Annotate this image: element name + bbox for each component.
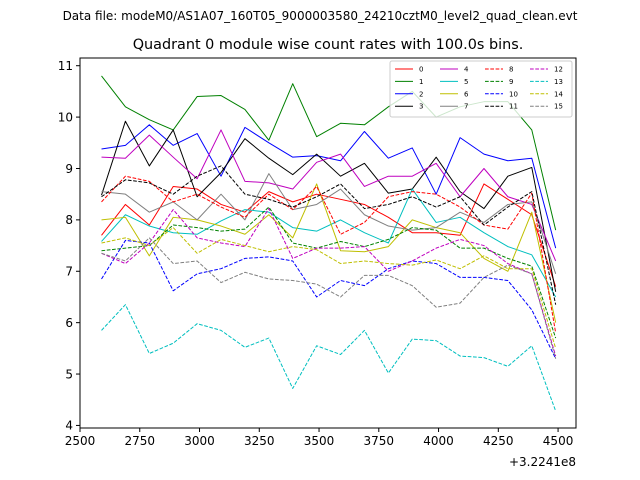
legend-label-15: 15 bbox=[554, 103, 563, 111]
y-tick-label: 4 bbox=[65, 419, 73, 433]
x-tick-label: 2750 bbox=[124, 434, 155, 448]
x-tick-label: 4000 bbox=[423, 434, 454, 448]
x-tick-label: 3750 bbox=[364, 434, 395, 448]
legend-label-6: 6 bbox=[464, 90, 469, 98]
series-line-10 bbox=[101, 239, 557, 359]
y-tick-label: 8 bbox=[65, 213, 73, 227]
x-tick-label: 3500 bbox=[304, 434, 335, 448]
series-line-4 bbox=[101, 129, 557, 262]
figure-suptitle: Data file: modeM0/AS1A07_160T05_90000035… bbox=[63, 9, 578, 23]
y-tick-label: 9 bbox=[65, 162, 73, 176]
axes-frame bbox=[79, 57, 577, 429]
chart-title: Quadrant 0 module wise count rates with … bbox=[133, 37, 524, 53]
y-tick-label: 6 bbox=[65, 316, 73, 330]
legend-label-3: 3 bbox=[419, 103, 423, 111]
series-line-8 bbox=[101, 175, 557, 334]
x-tick-label: 4250 bbox=[483, 434, 514, 448]
series-line-13 bbox=[101, 304, 557, 412]
y-tick-label: 11 bbox=[58, 59, 73, 73]
series-layer bbox=[101, 75, 557, 412]
x-tick-label: 3000 bbox=[184, 434, 215, 448]
legend-label-2: 2 bbox=[419, 90, 423, 98]
x-tick-label: 4500 bbox=[543, 434, 574, 448]
legend-label-13: 13 bbox=[554, 78, 563, 86]
series-line-6 bbox=[101, 183, 557, 323]
y-axis: 4 5 6 7 8 9 10 11 bbox=[58, 59, 80, 433]
legend-label-12: 12 bbox=[554, 66, 563, 74]
series-line-5 bbox=[101, 188, 557, 298]
x-axis: 2500 2750 3000 3250 3500 3750 4000 4250 4500 bbox=[65, 428, 574, 448]
series-line-11 bbox=[101, 165, 557, 305]
legend-label-11: 11 bbox=[509, 103, 518, 111]
legend-label-9: 9 bbox=[509, 78, 513, 86]
legend-label-1: 1 bbox=[419, 78, 423, 86]
legend-label-10: 10 bbox=[509, 90, 518, 98]
y-tick-label: 7 bbox=[65, 265, 73, 279]
legend-label-0: 0 bbox=[419, 66, 423, 74]
legend-label-14: 14 bbox=[554, 90, 563, 98]
series-line-9 bbox=[101, 206, 557, 339]
x-tick-label: 3250 bbox=[244, 434, 275, 448]
series-line-15 bbox=[101, 237, 557, 359]
x-axis-offset-label: +3.2241e8 bbox=[509, 455, 576, 469]
series-line-14 bbox=[101, 227, 557, 349]
y-tick-label: 5 bbox=[65, 367, 73, 381]
series-line-3 bbox=[101, 120, 557, 292]
x-tick-label: 2500 bbox=[65, 434, 96, 448]
legend-label-7: 7 bbox=[464, 103, 468, 111]
y-tick-label: 10 bbox=[58, 110, 73, 124]
legend-label-5: 5 bbox=[464, 78, 468, 86]
legend-label-4: 4 bbox=[464, 66, 469, 74]
legend-box bbox=[389, 60, 573, 118]
legend-label-8: 8 bbox=[509, 66, 513, 74]
